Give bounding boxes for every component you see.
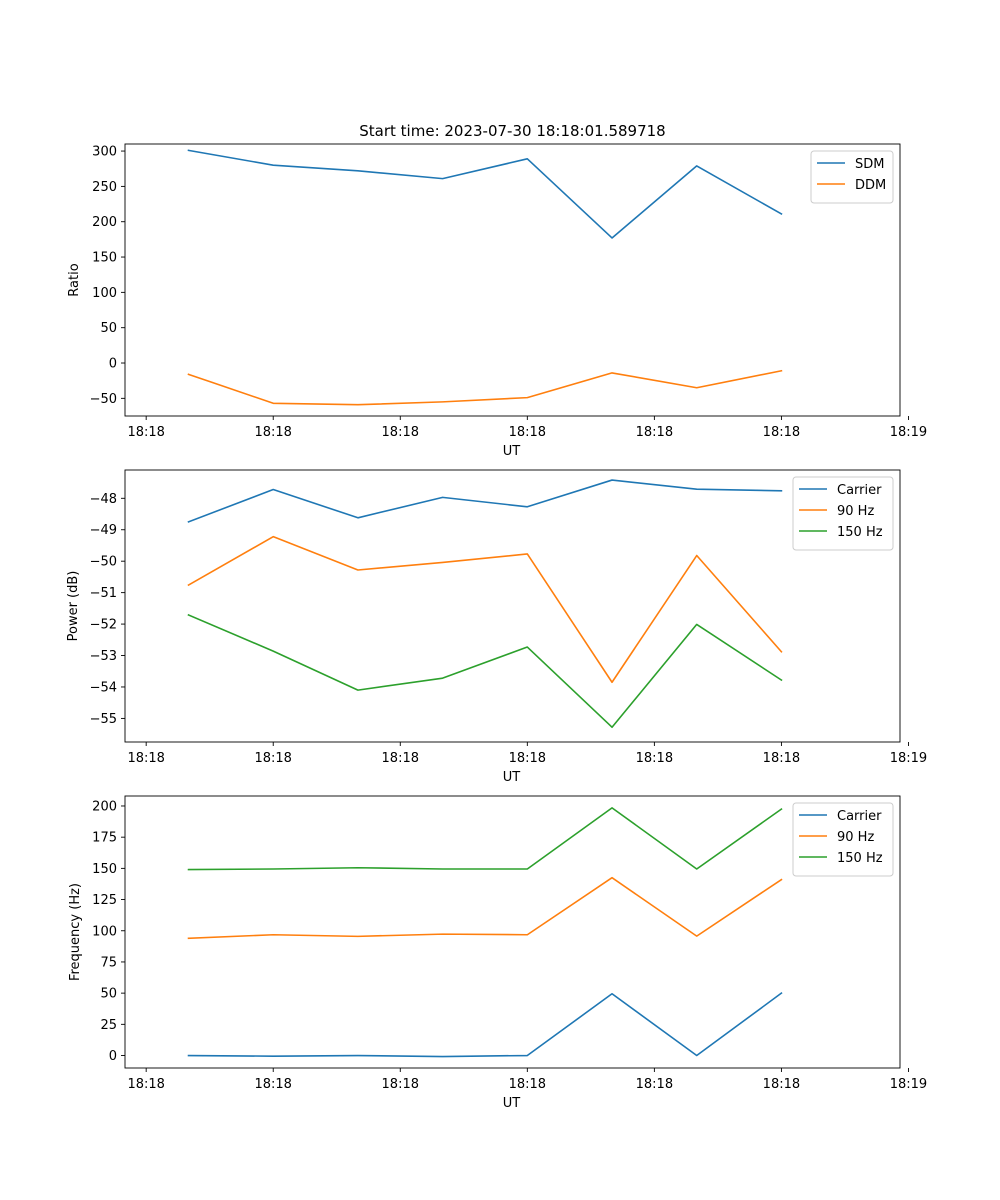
y-tick-label: −50 (90, 555, 117, 570)
y-tick-label: 200 (92, 799, 117, 814)
x-tick-label: 18:18 (382, 1077, 419, 1092)
y-tick-label: −55 (90, 712, 117, 727)
x-axis-label: UT (503, 770, 521, 785)
legend-entry-label: SDM (855, 157, 884, 172)
x-tick-label: 18:18 (127, 751, 164, 766)
legend-entry-label: DDM (855, 178, 886, 193)
y-tick-label: 100 (92, 924, 117, 939)
y-tick-label: 100 (92, 286, 117, 301)
y-tick-label: 150 (92, 862, 117, 877)
legend-entry-label: 90 Hz (837, 504, 874, 519)
x-tick-label: 18:18 (127, 425, 164, 440)
x-tick-label: 18:18 (254, 1077, 291, 1092)
series-line-ddm (187, 369, 783, 406)
series-line-150-hz (187, 613, 783, 729)
plot-area (125, 470, 900, 742)
series-line-90-hz (187, 535, 783, 684)
y-tick-label: 300 (92, 145, 117, 160)
y-tick-label: 75 (100, 955, 117, 970)
y-tick-label: 25 (100, 1018, 117, 1033)
plot-frame (124, 795, 901, 1069)
series-line-sdm (187, 149, 783, 239)
x-tick-label: 18:18 (127, 1077, 164, 1092)
legend-entry-label: Carrier (837, 483, 882, 498)
x-tick-label: 18:18 (763, 425, 800, 440)
y-tick-label: 250 (92, 180, 117, 195)
x-tick-label: 18:19 (890, 425, 927, 440)
charts-container: 18:18 18:18 18:18 18:18 18:18 18:18 18:19 −50 0 5… (66, 122, 927, 1111)
series-line-carrier (187, 479, 783, 523)
x-tick-label: 18:18 (254, 425, 291, 440)
legend: SDM DDM (810, 150, 894, 204)
y-tick-label: 175 (92, 831, 117, 846)
series-line-90-hz (187, 876, 783, 940)
y-axis-label: Frequency (Hz) (68, 883, 83, 981)
y-tick-label: 0 (109, 357, 117, 372)
y-tick-label: 50 (100, 321, 117, 336)
series-line-150-hz (187, 807, 783, 871)
legend: Carrier 90 Hz 150 Hz (792, 802, 894, 877)
legend-entry-label: 150 Hz (837, 851, 883, 866)
chart-title: Start time: 2023-07-30 18:18:01.589718 (359, 122, 665, 140)
plot-frame (124, 469, 901, 743)
x-tick-label: 18:18 (509, 1077, 546, 1092)
x-tick-label: 18:18 (763, 751, 800, 766)
x-tick-label: 18:18 (763, 1077, 800, 1092)
series-line-carrier (187, 992, 783, 1058)
legend: Carrier 90 Hz 150 Hz (792, 476, 894, 551)
x-tick-label: 18:18 (636, 751, 673, 766)
x-axis-label: UT (503, 444, 521, 459)
x-tick-label: 18:18 (382, 425, 419, 440)
y-tick-label: −52 (90, 618, 117, 633)
y-tick-label: −50 (90, 392, 117, 407)
chart-panel-2: 18:18 18:18 18:18 18:18 18:18 18:18 18:19 −55 −5… (66, 469, 927, 785)
y-tick-label: −54 (90, 680, 117, 695)
y-axis-label: Ratio (67, 263, 82, 296)
y-tick-label: 200 (92, 215, 117, 230)
x-tick-label: 18:18 (509, 425, 546, 440)
chart-panel-1: 18:18 18:18 18:18 18:18 18:18 18:18 18:19 −50 0 5… (67, 122, 927, 459)
plot-area (125, 144, 900, 416)
y-tick-label: −48 (90, 492, 117, 507)
plot-frame (124, 143, 901, 417)
y-axis-label: Power (dB) (66, 571, 81, 642)
x-tick-label: 18:18 (509, 751, 546, 766)
legend-entry-label: Carrier (837, 809, 882, 824)
legend-entry-label: 90 Hz (837, 830, 874, 845)
x-tick-label: 18:18 (382, 751, 419, 766)
y-tick-label: −49 (90, 523, 117, 538)
x-tick-label: 18:19 (890, 751, 927, 766)
y-tick-label: 150 (92, 251, 117, 266)
plot-area (125, 796, 900, 1068)
y-tick-label: 50 (100, 987, 117, 1002)
y-tick-label: 125 (92, 893, 117, 908)
x-tick-label: 18:18 (636, 425, 673, 440)
x-tick-label: 18:19 (890, 1077, 927, 1092)
x-tick-label: 18:18 (636, 1077, 673, 1092)
x-axis-label: UT (503, 1096, 521, 1111)
legend-entry-label: 150 Hz (837, 525, 883, 540)
y-tick-label: 0 (109, 1049, 117, 1064)
y-tick-label: −51 (90, 586, 117, 601)
x-tick-label: 18:18 (254, 751, 291, 766)
chart-panel-3: 18:18 18:18 18:18 18:18 18:18 18:18 18:19 0 25 50… (68, 795, 927, 1111)
legend-box (810, 150, 894, 204)
y-tick-label: −53 (90, 649, 117, 664)
